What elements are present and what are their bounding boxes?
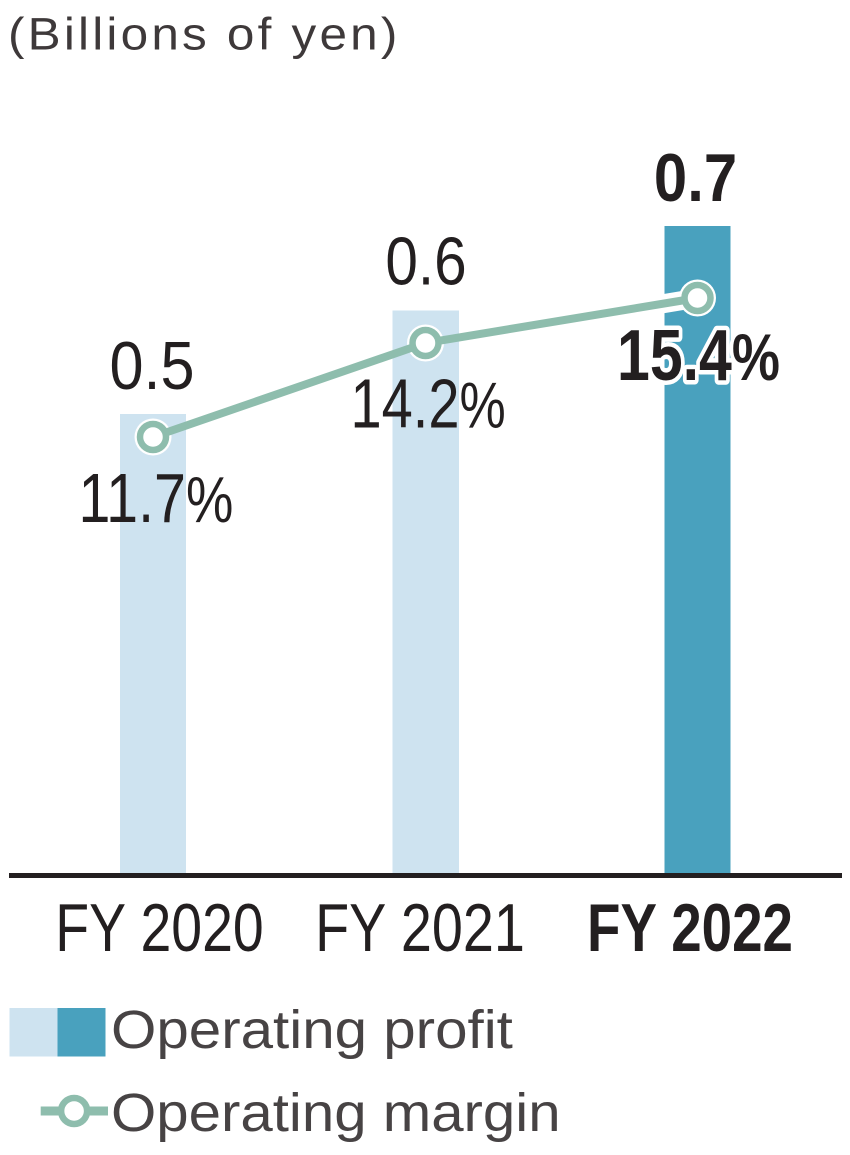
svg-text:Operating margin: Operating margin [111, 1082, 561, 1143]
svg-text:14.2%: 14.2% [351, 366, 506, 443]
svg-text:11.7%: 11.7% [79, 459, 234, 538]
svg-text:15.4%: 15.4% [617, 314, 780, 395]
svg-text:0.7: 0.7 [654, 139, 737, 215]
svg-text:FY 2021: FY 2021 [315, 891, 525, 966]
svg-text:FY 2020: FY 2020 [55, 891, 263, 967]
svg-text:FY 2022: FY 2022 [587, 890, 793, 966]
svg-text:0.5: 0.5 [109, 327, 194, 404]
svg-text:Operating profit: Operating profit [111, 999, 513, 1060]
svg-text:0.6: 0.6 [385, 224, 466, 299]
svg-text:(Billions of yen): (Billions of yen) [8, 10, 401, 60]
